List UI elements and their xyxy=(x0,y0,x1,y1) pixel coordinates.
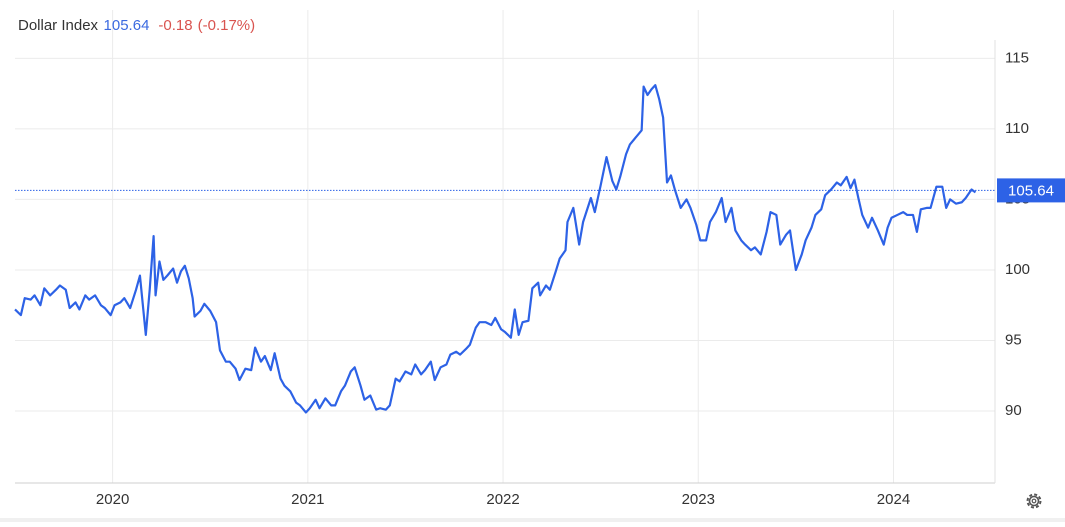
chart-title: Dollar Index xyxy=(18,17,99,34)
last-value-box xyxy=(997,178,1065,203)
gear-hole xyxy=(1031,498,1037,504)
last-value: 105.64 xyxy=(104,17,150,34)
data-line xyxy=(14,84,977,414)
y-tick-label: 110 xyxy=(1005,120,1029,137)
y-tick-label: 90 xyxy=(1005,402,1022,419)
x-tick-label: 2022 xyxy=(486,491,519,508)
x-tick-label: 2021 xyxy=(291,491,324,508)
bottom-strip xyxy=(0,518,1065,522)
gear-teeth xyxy=(1026,493,1042,509)
y-tick-label: 95 xyxy=(1005,331,1022,348)
last-value-label: 105.64 xyxy=(1008,182,1054,199)
settings-icon[interactable] xyxy=(1026,493,1042,509)
x-tick-label: 2023 xyxy=(682,491,715,508)
x-tick-label: 2024 xyxy=(877,491,910,508)
x-tick-label: 2020 xyxy=(96,491,129,508)
y-tick-label: 100 xyxy=(1005,261,1030,278)
plot xyxy=(14,84,995,414)
gear-body xyxy=(1028,495,1040,507)
change: -0.18 xyxy=(158,17,192,34)
y-tick-label: 115 xyxy=(1005,49,1029,66)
grid xyxy=(15,10,995,483)
change-percent: (-0.17%) xyxy=(198,17,256,34)
